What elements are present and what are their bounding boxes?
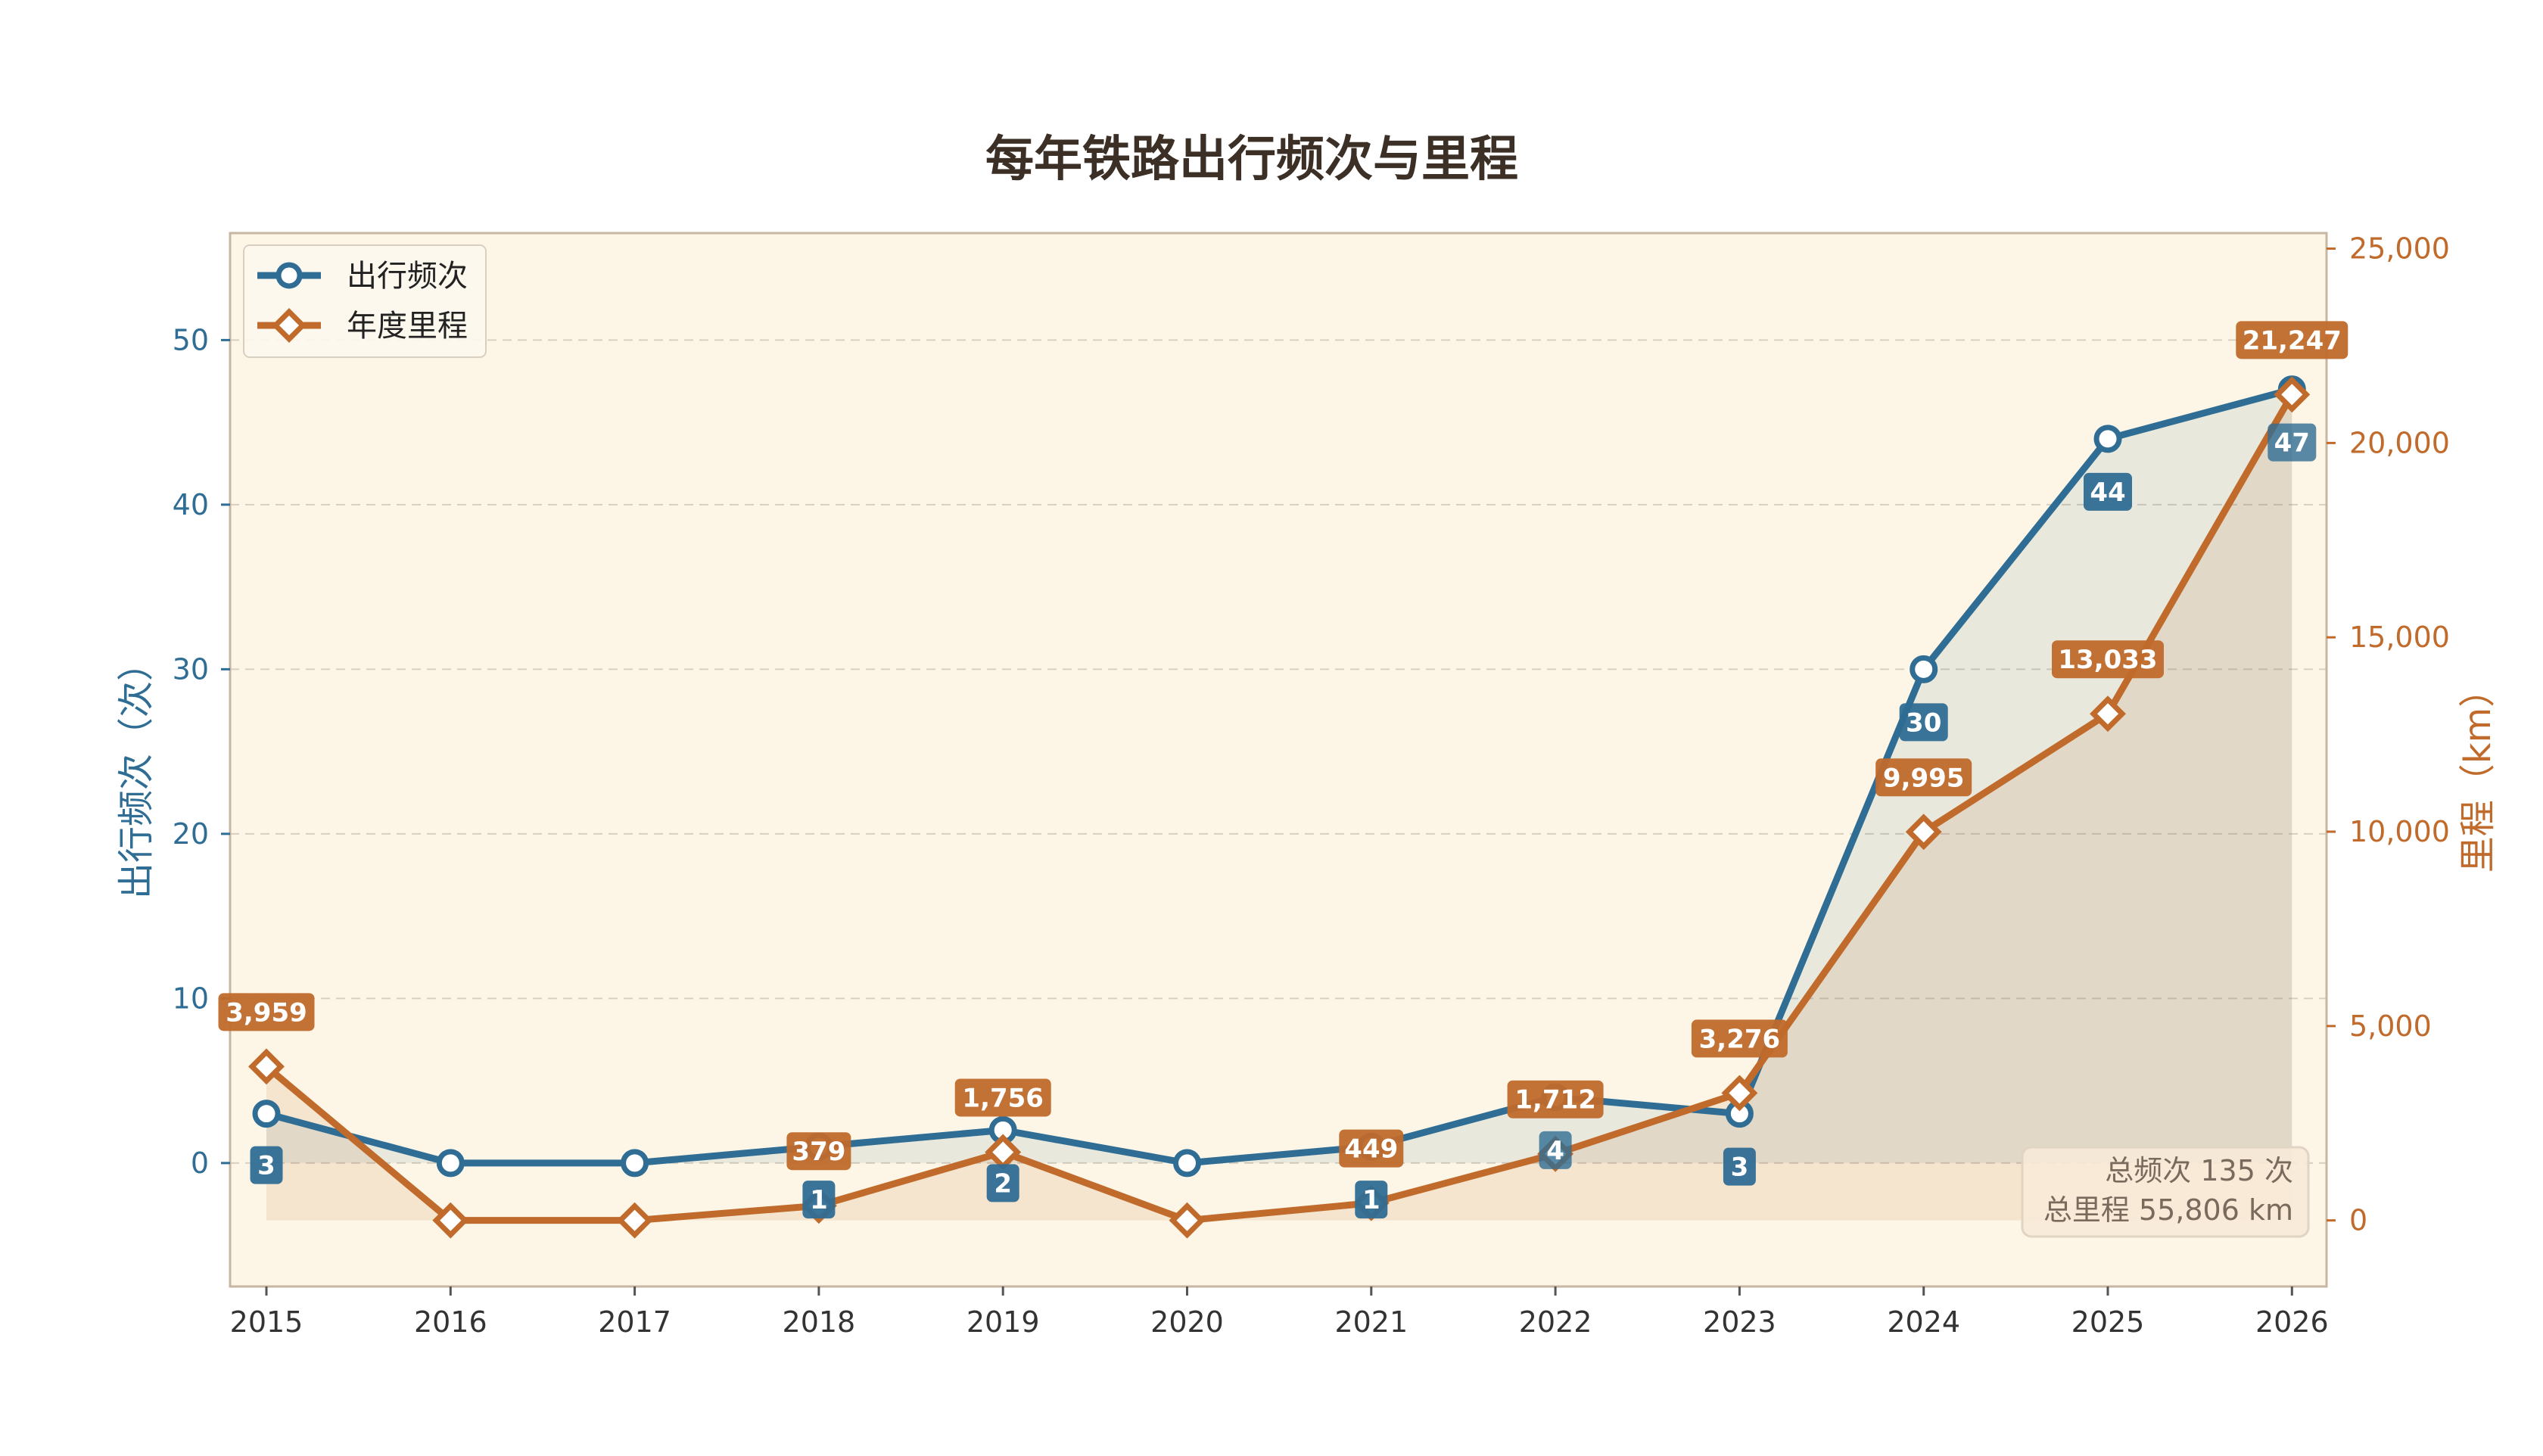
right-axis-title: 里程（km） [2457,671,2499,873]
right-axis-tick-label: 10,000 [2349,815,2450,848]
mileage-point-marker [2090,695,2126,733]
chart-title: 每年铁路出行频次与里程 [985,132,1518,188]
legend-trips-marker [275,262,303,289]
mileage-data-label: 1,712 [1514,1085,1596,1115]
mileage-point-marker [616,1202,653,1239]
right-axis-tick-label: 15,000 [2349,621,2450,654]
mileage-data-label-box [786,1132,851,1171]
mileage-data-label-box [1875,758,1972,797]
trips-data-label: 1 [1362,1185,1380,1215]
trips-point-marker [2093,425,2122,453]
mileage-data-label-box [1339,1129,1404,1168]
summary-box [2021,1146,2310,1238]
mileage-data-label: 21,247 [2243,325,2342,356]
mileage-data-label-box [1691,1019,1788,1058]
right-axis-tick-label: 25,000 [2349,232,2450,266]
mileage-data-label: 1,756 [962,1083,1044,1113]
mileage-data-label: 3,959 [226,997,307,1028]
mileage-data-label-box [2236,321,2348,359]
trips-data-label-box [1899,703,1948,742]
series-line-trips [263,386,2296,1167]
left-axis-tick-label: 20 [173,817,209,851]
left-axis-tick-label: 40 [173,488,209,521]
x-axis-tick-label: 2021 [1334,1305,1408,1339]
x-axis-tick-label: 2026 [2255,1305,2329,1339]
mileage-data-label-box [2052,640,2164,679]
legend-mileage-marker [272,308,307,343]
x-axis-tick-label: 2018 [783,1305,856,1339]
series-line-mileage [263,390,2296,1224]
trips-data-label-box [250,1146,283,1184]
x-axis-tick-label: 2019 [966,1305,1040,1339]
trips-data-label: 3 [257,1151,275,1181]
mileage-data-label-box [218,993,315,1031]
mileage-data-label: 13,033 [2058,645,2157,675]
mileage-data-label: 9,995 [1883,763,1965,793]
trips-data-label-box [2084,472,2132,511]
left-axis-title: 出行频次（次） [115,645,157,899]
trips-point-marker [436,1149,465,1178]
mileage-point-marker [1169,1202,1206,1239]
legend-trips-label: 出行频次 [347,259,468,294]
x-axis-tick-label: 2017 [598,1305,671,1339]
x-axis-tick-label: 2022 [1519,1305,1592,1339]
mileage-point-marker [248,1048,285,1085]
legend-mileage-label: 年度里程 [347,309,468,344]
x-axis-tick-label: 2015 [230,1305,303,1339]
x-axis-tick-label: 2016 [414,1305,487,1339]
trips-data-label-box [1723,1147,1756,1186]
trips-data-label: 2 [994,1168,1012,1199]
mileage-data-label-box [954,1078,1051,1117]
mileage-point-marker [432,1202,469,1239]
summary-total-trips: 总频次 135 次 [2105,1154,2293,1187]
trips-data-label-box [2268,423,2317,462]
right-axis-tick-label: 5,000 [2349,1010,2432,1043]
mileage-point-marker [2274,376,2311,413]
left-axis-tick-label: 10 [173,982,209,1015]
trips-data-label-box [1355,1181,1388,1219]
trips-data-label: 44 [2090,478,2125,508]
x-axis-tick-label: 2023 [1703,1305,1776,1339]
right-axis-tick-label: 0 [2349,1204,2367,1237]
summary-total-mileage: 总里程 55,806 km [2043,1193,2293,1227]
mileage-data-label: 449 [1344,1134,1398,1165]
x-axis-tick-label: 2020 [1150,1305,1224,1339]
trips-data-label-box [1539,1131,1572,1169]
trips-data-label-box [986,1164,1019,1202]
plot-background [230,233,2327,1286]
mileage-data-label: 3,276 [1699,1024,1781,1054]
trips-data-label: 4 [1546,1136,1564,1166]
trips-data-label-box [802,1181,836,1219]
trips-data-label: 47 [2274,428,2310,459]
left-axis-tick-label: 30 [173,652,209,686]
x-axis-tick-label: 2025 [2071,1305,2145,1339]
right-axis-tick-label: 20,000 [2349,426,2450,459]
plot-frame [229,232,2328,1288]
mileage-data-label: 379 [792,1137,845,1167]
trips-point-marker [621,1149,649,1178]
mileage-data-label-box [1507,1080,1604,1118]
left-axis-tick-label: 0 [191,1146,209,1180]
left-axis-tick-label: 50 [173,323,209,356]
x-axis-tick-label: 2024 [1887,1305,1960,1339]
trips-point-marker [1173,1149,1201,1178]
mileage-point-marker [1721,1075,1758,1112]
trips-data-label: 30 [1906,708,1941,738]
trips-data-label: 1 [810,1185,828,1215]
trips-point-marker [252,1100,281,1128]
area-fill-mileage [266,394,2292,1221]
mileage-point-marker [1905,814,1942,851]
trips-data-label: 3 [1731,1153,1749,1183]
trips-point-marker [1910,655,1938,683]
